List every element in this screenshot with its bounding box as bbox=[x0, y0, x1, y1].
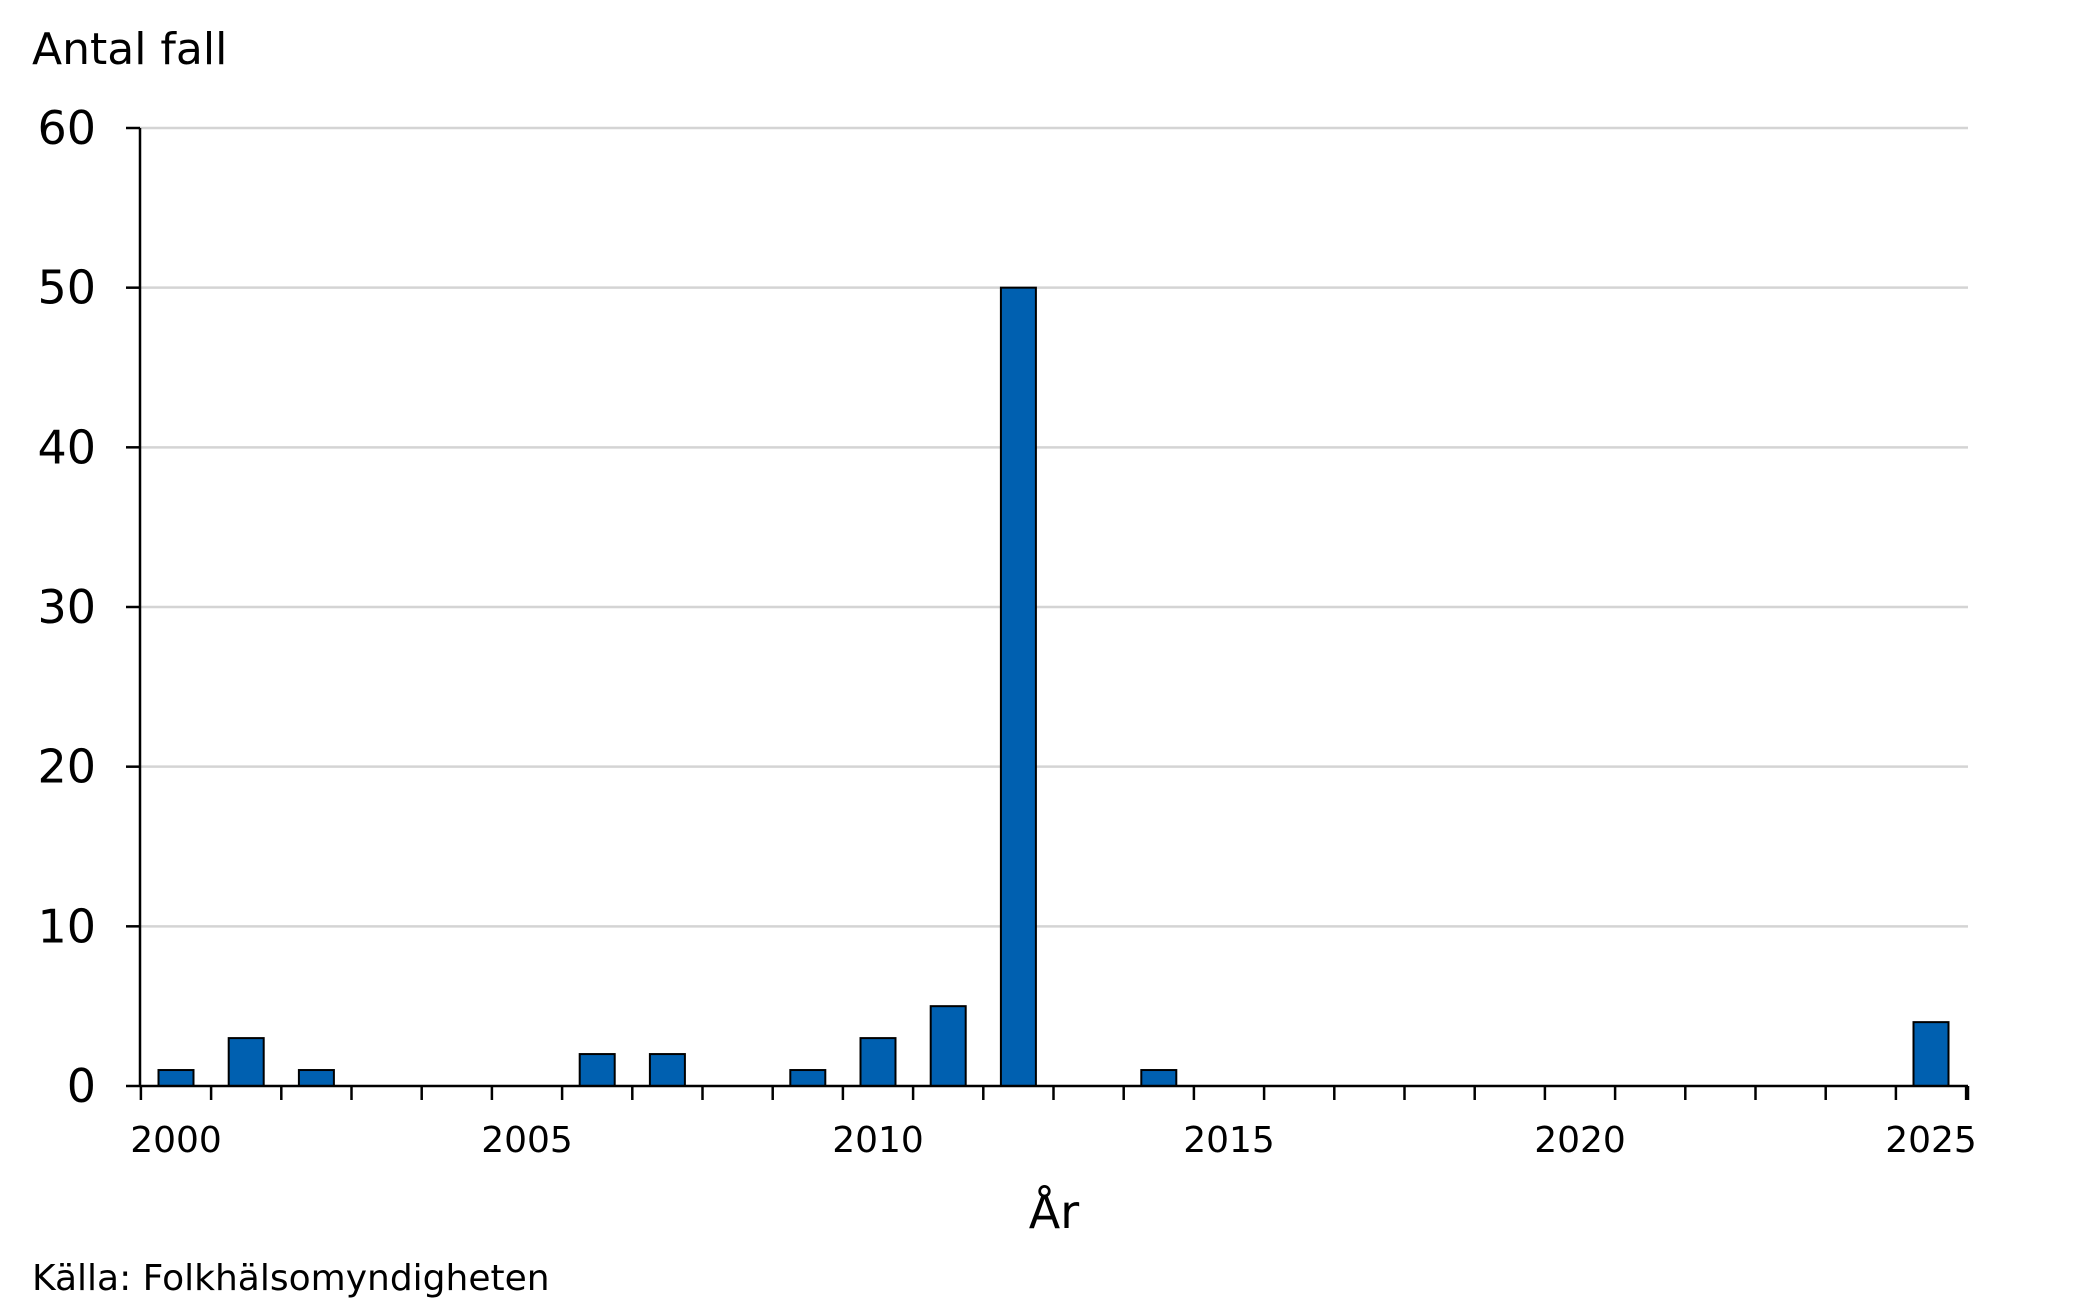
y-tick-label: 0 bbox=[67, 1059, 96, 1113]
x-ticks: 2000 2005 2010 2015 2020 2025 bbox=[130, 1086, 1977, 1161]
bar-2025 bbox=[1912, 1021, 1950, 1088]
source-note: Källa: Folkhälsomyndigheten bbox=[32, 1258, 550, 1299]
x-tick-label: 2005 bbox=[481, 1120, 573, 1161]
x-tick-label: 2015 bbox=[1183, 1120, 1275, 1161]
bar-2014 bbox=[1140, 1069, 1178, 1087]
x-tick-label: 2025 bbox=[1885, 1120, 1977, 1161]
bar-2012 bbox=[999, 286, 1037, 1087]
x-tick-label: 2000 bbox=[130, 1120, 222, 1161]
x-tick-label: 2020 bbox=[1534, 1120, 1626, 1161]
bar-2010 bbox=[859, 1037, 897, 1087]
bar-2011 bbox=[929, 1005, 967, 1088]
y-tick-label: 40 bbox=[37, 420, 96, 474]
bar-2002 bbox=[297, 1069, 335, 1087]
bar-2000 bbox=[157, 1069, 195, 1087]
y-ticks: 0 10 20 30 40 50 60 bbox=[37, 101, 140, 1113]
bar-2007 bbox=[648, 1053, 686, 1087]
bar-2001 bbox=[227, 1037, 265, 1087]
x-axis-title: År bbox=[1029, 1185, 1079, 1239]
gridlines bbox=[140, 126, 1968, 928]
y-tick-label: 60 bbox=[37, 101, 96, 155]
bar-2009 bbox=[789, 1069, 827, 1087]
y-tick-label: 50 bbox=[37, 261, 96, 315]
y-tick-label: 30 bbox=[37, 580, 96, 634]
x-tick-label: 2010 bbox=[832, 1120, 924, 1161]
bar-2006 bbox=[578, 1053, 616, 1087]
y-axis-title: Antal fall bbox=[32, 24, 227, 75]
bars bbox=[157, 286, 1950, 1088]
y-tick-label: 10 bbox=[37, 899, 96, 953]
y-tick-label: 20 bbox=[37, 740, 96, 794]
